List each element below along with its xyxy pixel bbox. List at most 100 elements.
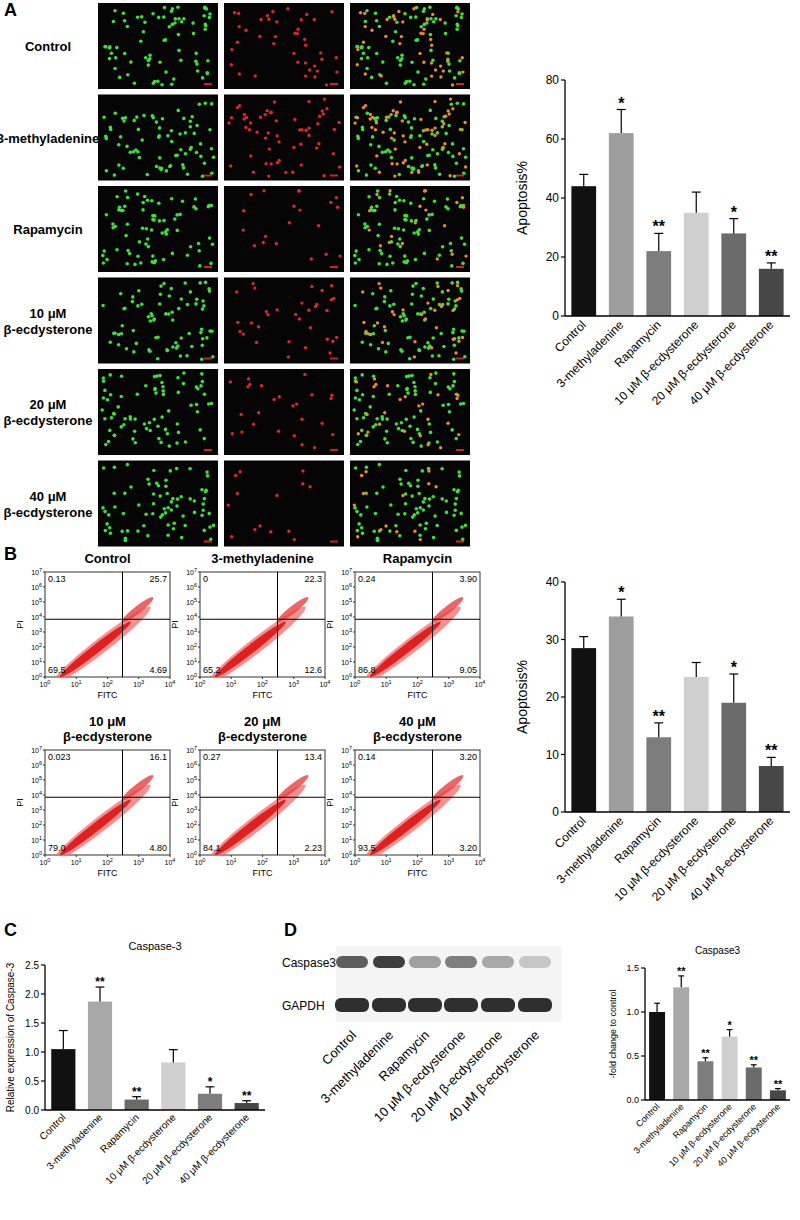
log-tick-label: 100: [186, 850, 197, 859]
cell-red: [317, 142, 320, 145]
quadrant-value: 16.1: [149, 752, 167, 762]
cell-green: [177, 17, 181, 21]
quadrant-line: [277, 750, 278, 855]
cell-green: [157, 136, 161, 140]
cell-red: [402, 134, 405, 137]
cell-green: [144, 384, 148, 388]
tick: [480, 855, 481, 857]
cell-red: [404, 395, 407, 398]
cell-green: [445, 511, 449, 515]
cell-green: [392, 302, 396, 306]
cell-green: [168, 165, 172, 169]
tick-exponent: 4: [39, 790, 42, 796]
cell-red: [286, 7, 289, 10]
cell-red: [304, 129, 307, 132]
tick-base: 10: [350, 859, 358, 866]
cell-green: [153, 388, 157, 392]
cell-red: [366, 430, 369, 433]
log-tick-label: 100: [341, 672, 352, 681]
cell-green: [170, 287, 174, 291]
tick-exponent: 7: [349, 567, 352, 573]
cell-red: [410, 171, 413, 174]
tick: [198, 825, 200, 826]
log-tick-label: 101: [381, 679, 392, 688]
tick-exponent: 0: [357, 857, 360, 863]
cell-green: [187, 332, 191, 336]
cell-green: [457, 489, 461, 493]
tick: [198, 587, 200, 588]
cell-red: [436, 285, 439, 288]
cell-red: [361, 290, 364, 293]
category-label: 3-methyladenine: [554, 814, 627, 887]
log-tick-label: 104: [186, 790, 197, 799]
cell-green: [375, 492, 379, 496]
cell-green: [122, 307, 126, 311]
cell-red: [291, 404, 294, 407]
cell-green: [113, 433, 117, 437]
cell-green: [451, 142, 455, 146]
cell-green: [189, 125, 193, 129]
cell-red: [439, 18, 442, 21]
cell-green: [429, 49, 433, 53]
cell-green: [125, 347, 129, 351]
cell-green: [362, 416, 366, 420]
bar: [646, 737, 671, 812]
tick-exponent: 6: [39, 582, 42, 588]
log-tick-label: 101: [186, 657, 197, 666]
tick-label: 20: [546, 690, 560, 704]
cell-green: [126, 223, 130, 227]
cell-red: [231, 432, 234, 435]
tick: [293, 855, 294, 857]
cell-green: [171, 252, 175, 256]
cell-green: [172, 77, 176, 81]
micrograph: [224, 461, 344, 547]
cell-green: [405, 375, 409, 379]
cell-green: [164, 70, 168, 74]
cell-green: [121, 116, 125, 120]
cell-green: [201, 307, 205, 311]
cell-green: [453, 174, 457, 178]
error-bar: [658, 233, 659, 251]
cell-green: [436, 440, 440, 444]
cell-green: [412, 83, 416, 87]
cell-green: [204, 101, 208, 105]
cell-green: [426, 341, 430, 345]
cell-green: [145, 227, 149, 231]
cell-green: [176, 229, 180, 233]
cell-green: [102, 261, 106, 265]
quadrant-value: 4.80: [149, 843, 167, 853]
cell-green: [354, 261, 358, 265]
tick-base: 10: [31, 822, 39, 829]
cell-red: [284, 171, 287, 174]
cell-green: [149, 319, 153, 323]
cell-green: [357, 169, 361, 173]
tick-base: 10: [186, 644, 194, 651]
flow-cloud: [202, 773, 310, 855]
cell-green: [365, 505, 369, 509]
cell-green: [412, 415, 416, 419]
cell-green: [165, 492, 169, 496]
flow-frame: [200, 750, 325, 855]
cell-green: [148, 429, 152, 433]
cell-green: [365, 433, 369, 437]
cell-green: [123, 307, 127, 311]
error-bar: [656, 1003, 657, 1012]
cell-green: [455, 497, 459, 501]
cell-green: [452, 372, 456, 376]
cell-green: [177, 391, 181, 395]
x-axis: [565, 811, 790, 812]
cell-red: [291, 171, 294, 174]
tick-exponent: 0: [194, 850, 197, 856]
cell-green: [429, 307, 433, 311]
cell-red: [400, 35, 403, 38]
cell-red: [304, 61, 307, 64]
tick-exponent: 7: [194, 567, 197, 573]
cell-red: [298, 189, 301, 192]
cell-red: [376, 321, 379, 324]
cell-green: [144, 513, 148, 517]
cell-green: [180, 20, 184, 24]
cell-green: [367, 195, 371, 199]
tick-exponent: 7: [39, 745, 42, 751]
cell-green: [199, 155, 203, 159]
cell-red: [242, 228, 245, 231]
